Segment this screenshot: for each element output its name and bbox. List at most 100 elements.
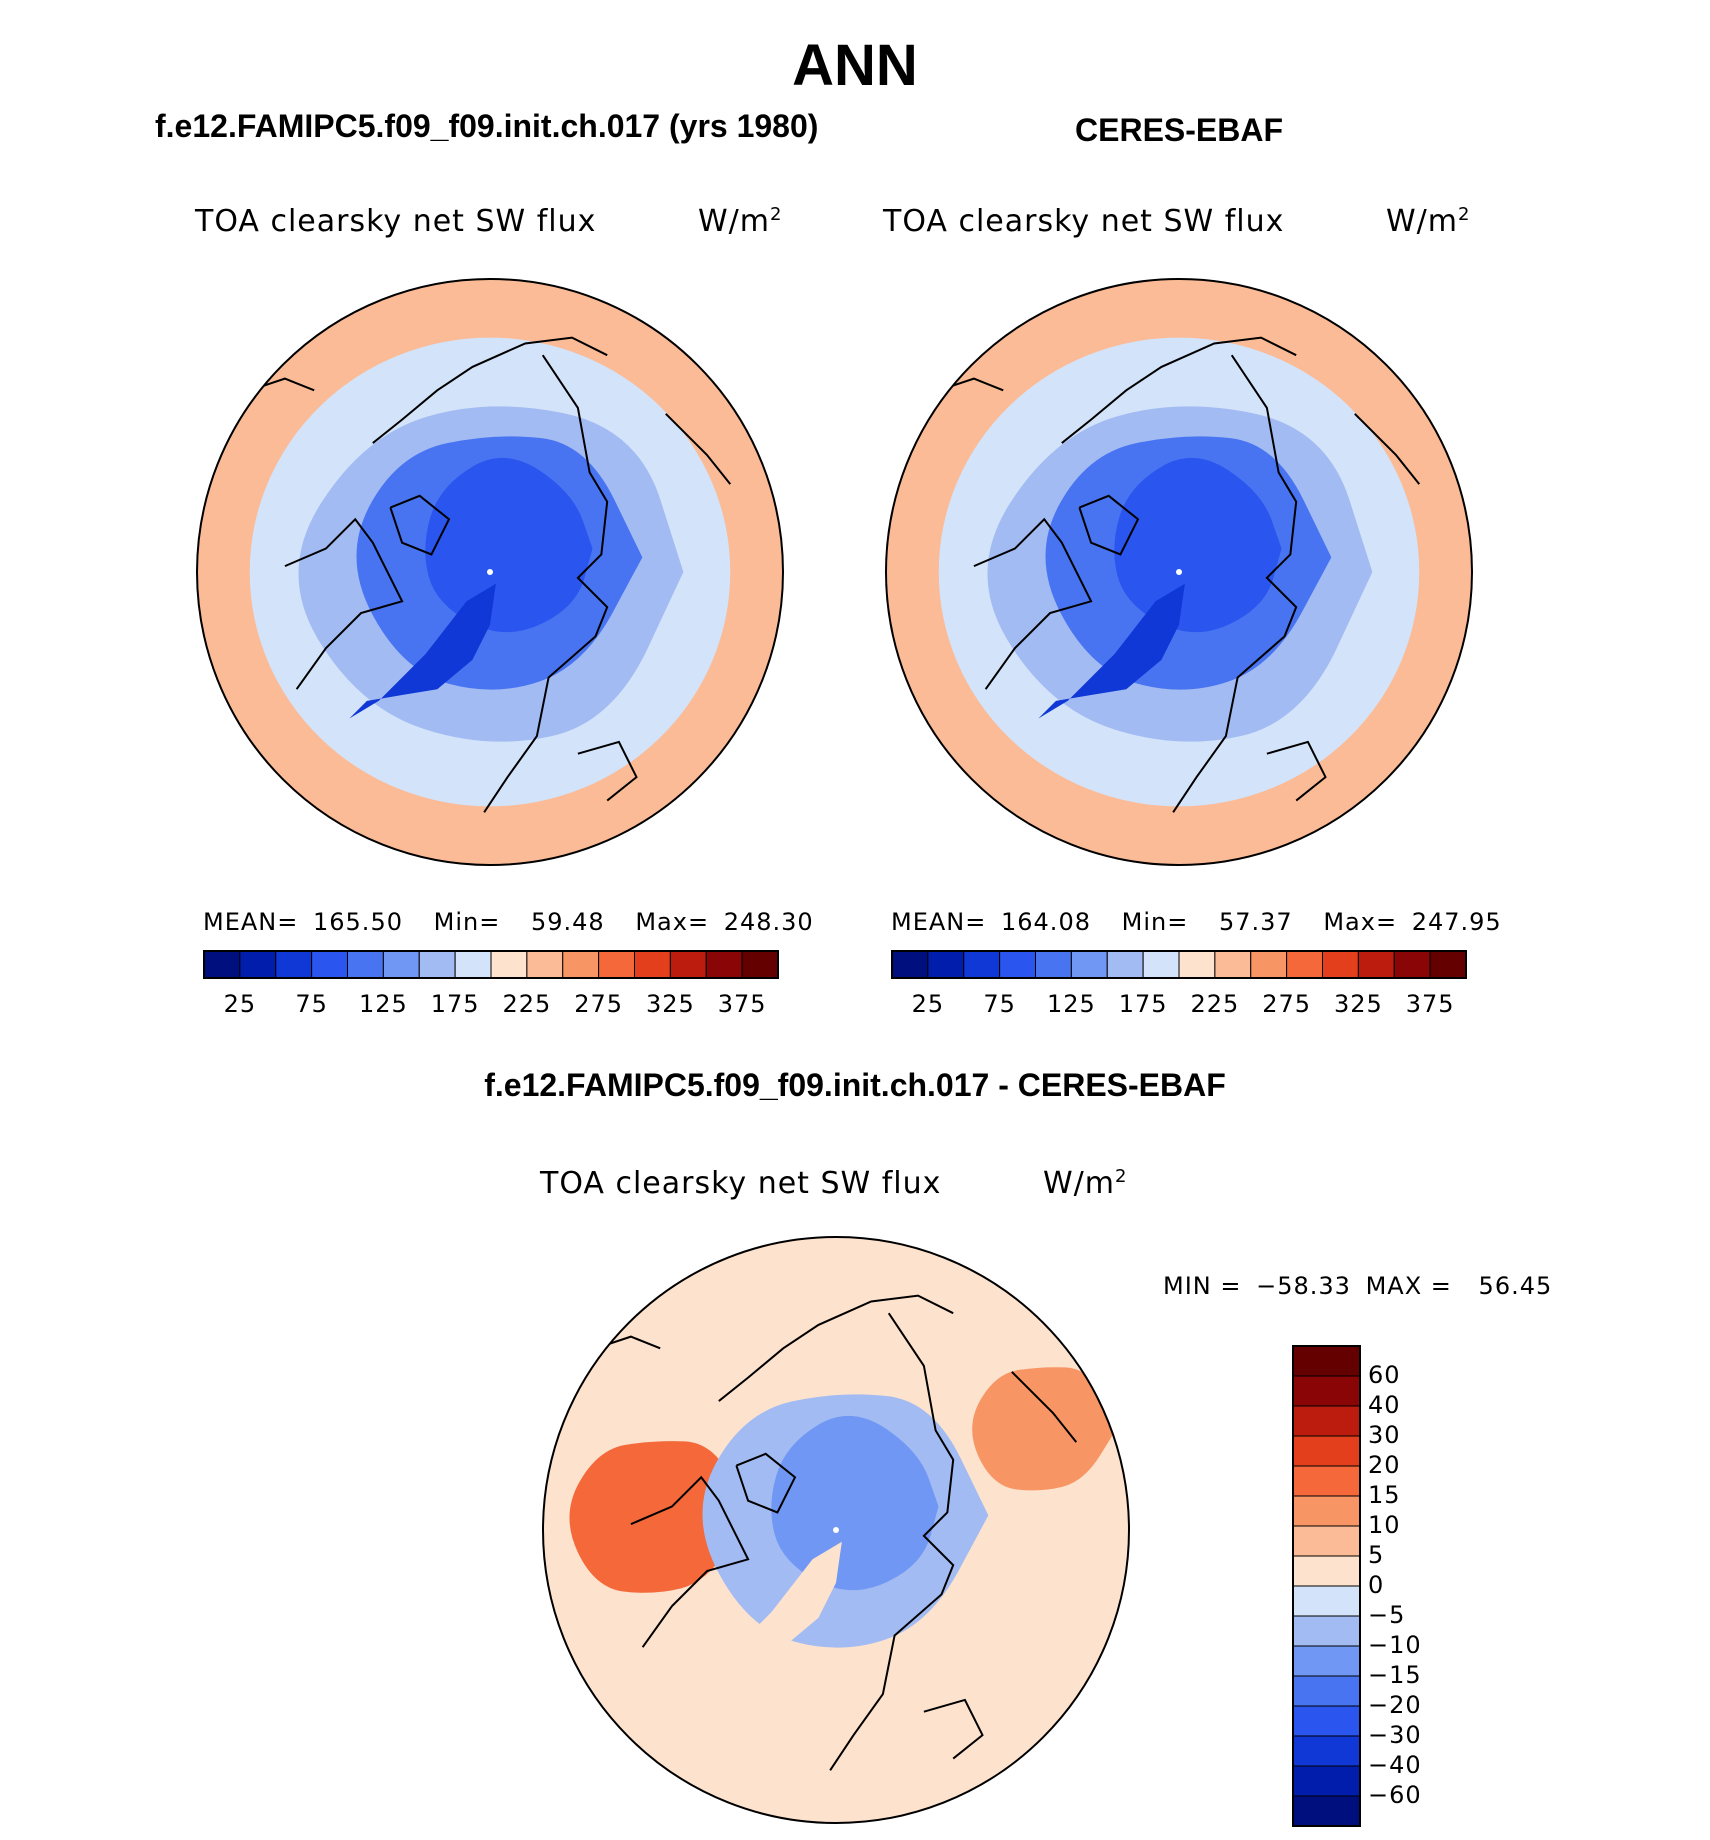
left-cbar-box-1 [239,950,277,979]
diff-cbar-box-1 [1292,1375,1361,1407]
right-cbar-box-6 [1106,950,1144,979]
diff-cbar-box-11 [1292,1675,1361,1707]
right-cbar-box-11 [1286,950,1323,979]
right-cbar-tick-label: 125 [1046,990,1096,1018]
left-min-label: Min= [433,908,501,936]
left-units-base: W/m [698,204,770,239]
left-cbar-tick-label: 125 [358,990,408,1018]
diff-cbar-box-12 [1292,1705,1361,1737]
left-min-value: 59.48 [530,908,605,936]
right-region-greenland [1038,583,1185,719]
right-cbar-box-0 [891,950,929,979]
right-cbar-tick-label: 25 [911,990,945,1018]
diff-coastline-6 [923,1698,984,1760]
diff-cbar-tick-label: 5 [1368,1541,1385,1569]
diff-cbar-tick-label: −30 [1368,1721,1422,1749]
left-coastline-6 [577,740,638,802]
right-plot-title: TOA clearsky net SW flux [883,204,1285,239]
left-cbar-box-10 [562,950,600,979]
left-cbar-box-5 [382,950,420,979]
diff-units-sup: 2 [1115,1166,1128,1187]
diff-cbar-tick-label: 60 [1368,1361,1401,1389]
right-cbar-box-10 [1250,950,1288,979]
right-pole-dot [1176,569,1182,575]
diff-cbar-box-0 [1292,1345,1361,1377]
right-map-border [885,278,1473,866]
diff-cbar-tick-label: 30 [1368,1421,1401,1449]
main-title: ANN [792,33,918,98]
right-cbar-tick-label: 175 [1118,990,1168,1018]
right-coastline-5 [1354,413,1421,485]
left-stats: MEAN= 165.50 Min= 59.48 Max= 248.30 [203,908,814,936]
right-min-value: 57.37 [1218,908,1293,936]
right-cbar-box-14 [1393,950,1431,979]
diff-cbar-tick-label: 20 [1368,1451,1401,1479]
left-coastline-3 [389,494,451,556]
left-region-central-arctic [425,457,593,633]
diff-cbar-box-14 [1292,1765,1361,1797]
left-pole-dot [487,569,493,575]
right-cbar-box-5 [1070,950,1108,979]
right-map [885,278,1473,866]
right-units: W/m2 [1386,204,1470,239]
left-cbar-frame [203,950,779,979]
right-cbar-tick-label: 275 [1262,990,1312,1018]
diff-cbar-tick-label: 40 [1368,1391,1401,1419]
left-mean-label: MEAN= [203,908,299,936]
right-cbar-frame [891,950,1467,979]
right-mean-label: MEAN= [891,908,987,936]
left-cbar-box-2 [275,950,313,979]
diff-pole-dot [833,1527,839,1533]
left-units: W/m2 [698,204,782,239]
diff-min-label: MIN = [1163,1272,1242,1300]
diff-cbar-tick-label: −15 [1368,1661,1422,1689]
left-cbar-box-4 [347,950,384,979]
right-cbar-box-7 [1142,950,1180,979]
left-cbar-box-13 [669,950,707,979]
diff-map-border [542,1236,1130,1824]
diff-max-label: MAX = [1365,1272,1452,1300]
right-coastline-2 [973,517,1093,690]
left-cbar-box-9 [526,950,564,979]
left-cbar-box-14 [705,950,743,979]
left-mean-value: 165.50 [313,908,403,936]
diff-units: W/m2 [1043,1166,1127,1201]
diff-cbar-box-13 [1292,1735,1361,1767]
right-max-label: Max= [1323,908,1398,936]
right-cbar-box-13 [1357,950,1395,979]
diff-map [542,1236,1130,1824]
right-cbar-tick-label: 375 [1405,990,1455,1018]
right-cbar-box-8 [1178,950,1216,979]
left-cbar-box-15 [741,950,779,979]
left-cbar-box-11 [598,950,635,979]
right-min-label: Min= [1121,908,1189,936]
diff-max-value: 56.45 [1478,1272,1553,1300]
diff-coastline-1 [829,1312,955,1771]
diff-cbar-tick-label: 0 [1368,1571,1385,1599]
diff-units-base: W/m [1043,1166,1115,1201]
right-coastline-6 [1266,740,1327,802]
left-cbar-box-7 [454,950,492,979]
left-units-sup: 2 [770,204,783,225]
diff-cbar-frame [1292,1345,1361,1827]
left-case-title: f.e12.FAMIPC5.f09_f09.init.ch.017 (yrs 1… [155,108,819,144]
right-coastline-3 [1078,494,1140,556]
diff-cbar-tick-label: −5 [1368,1601,1406,1629]
right-cbar-box-2 [963,950,1001,979]
left-cbar-tick-label: 225 [502,990,552,1018]
right-cbar-box-15 [1429,950,1467,979]
diff-cbar-box-6 [1292,1525,1361,1557]
diff-coastline-5 [1011,1371,1078,1443]
right-cbar-box-9 [1214,950,1252,979]
left-map-border [196,278,784,866]
right-units-base: W/m [1386,204,1458,239]
right-coastline-0 [1061,336,1297,444]
left-max-value: 248.30 [723,908,814,936]
left-coastline-0 [372,336,608,444]
right-cbar-tick-label: 225 [1190,990,1240,1018]
diff-cbar-box-4 [1292,1465,1361,1497]
left-coastline-5 [665,413,732,485]
diff-cbar-box-15 [1292,1795,1361,1827]
diff-plot-title: TOA clearsky net SW flux [540,1166,942,1201]
